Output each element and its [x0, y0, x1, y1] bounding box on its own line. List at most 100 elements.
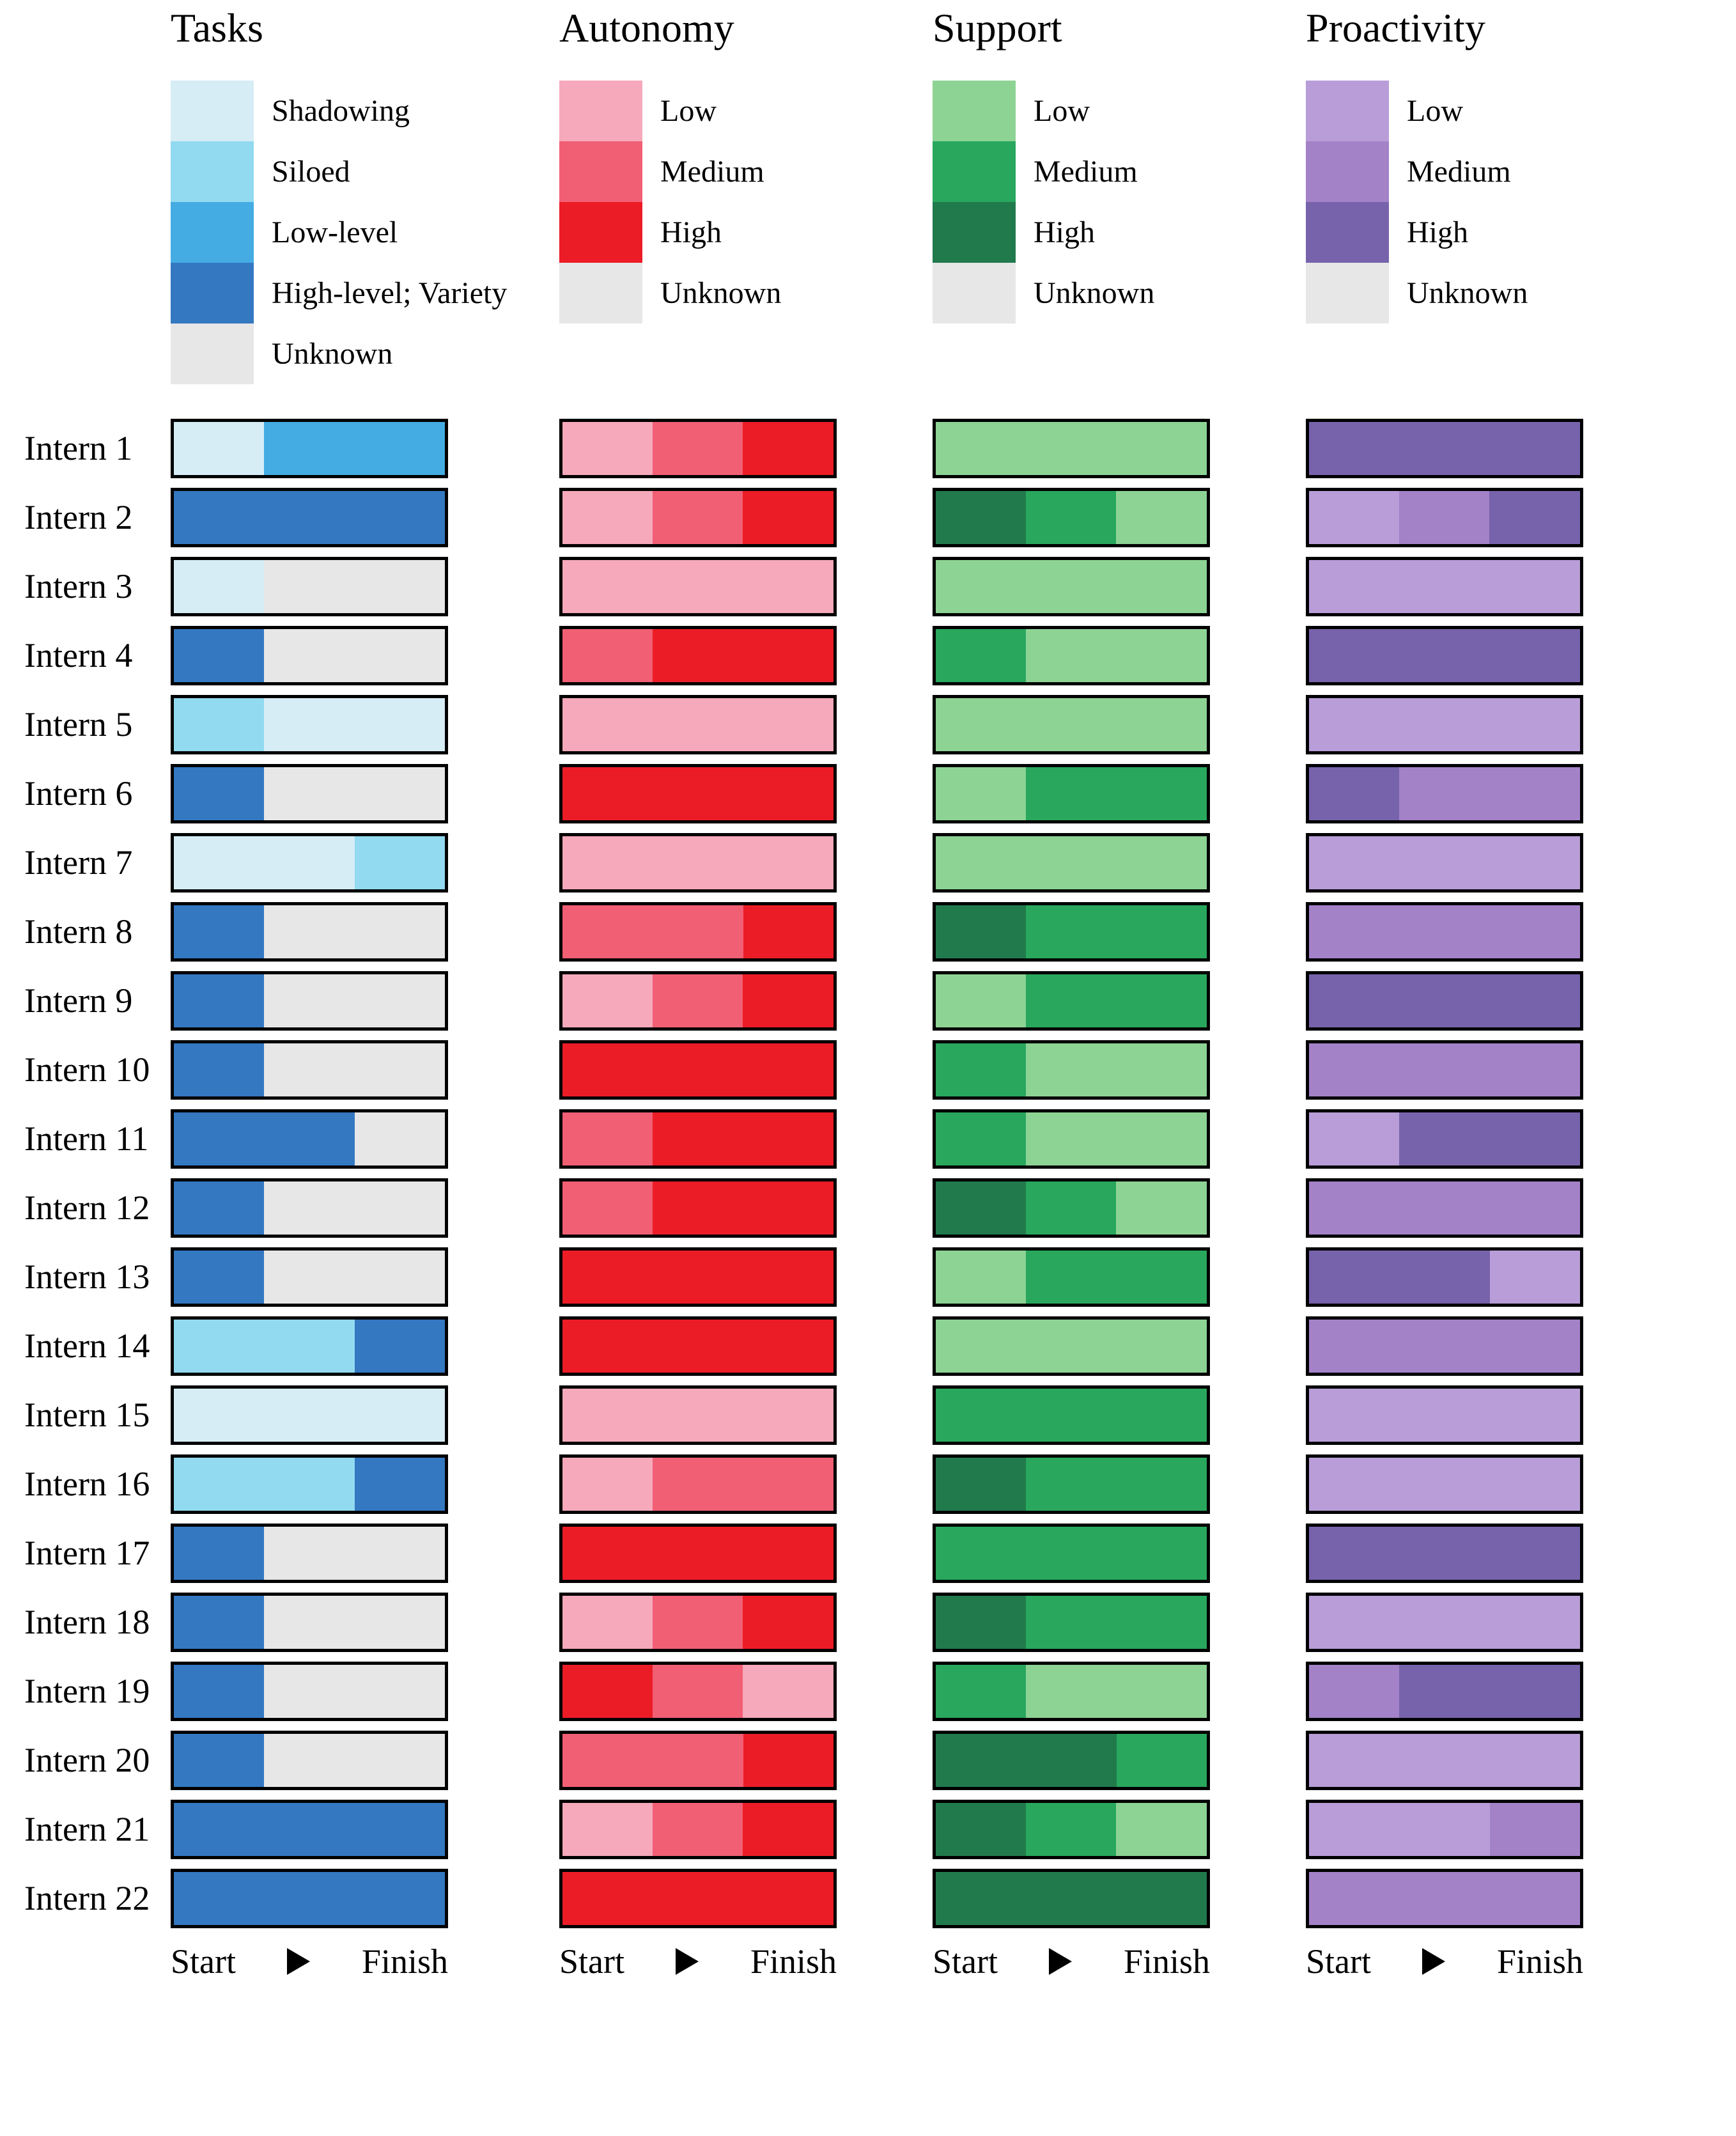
stacked-bar	[1306, 1524, 1583, 1583]
stacked-bar	[559, 1869, 837, 1928]
bar-segment	[264, 629, 445, 682]
legend-label: Siloed	[272, 155, 350, 189]
bar-segment	[174, 1181, 265, 1235]
stacked-bar	[1306, 1178, 1583, 1238]
bar-segment	[264, 422, 445, 475]
bar-segment	[562, 905, 743, 958]
intern-label: Intern 7	[24, 843, 133, 882]
axis-finish-label: Finish	[1496, 1942, 1583, 1981]
stacked-bar	[559, 695, 837, 754]
intern-row: Intern 6	[0, 764, 1736, 823]
bar-segment	[1309, 491, 1400, 544]
bar-segment	[653, 629, 833, 682]
axis-start-label: Start	[171, 1942, 236, 1981]
intern-label: Intern 12	[24, 1189, 150, 1227]
legend-swatch	[559, 81, 642, 141]
stacked-bar	[1306, 1869, 1583, 1928]
intern-label: Intern 21	[24, 1810, 150, 1848]
bar-segment	[562, 767, 833, 820]
axis-finish-label: Finish	[361, 1942, 448, 1981]
legend-item: Medium	[559, 141, 837, 202]
bar-segment	[936, 1458, 1027, 1511]
panel-title-proactivity: Proactivity	[1306, 5, 1485, 51]
intern-row: Intern 12	[0, 1178, 1736, 1238]
axis-finish-label: Finish	[1123, 1942, 1210, 1981]
stacked-bar	[933, 1109, 1210, 1169]
bar-segment	[1116, 491, 1207, 544]
bar-segment	[1116, 1734, 1207, 1787]
bar-segment	[1309, 974, 1580, 1027]
intern-label: Intern 1	[24, 429, 133, 467]
bar-segment	[562, 836, 833, 889]
legend-swatch	[933, 202, 1016, 263]
legend-item: High	[559, 202, 837, 263]
stacked-bar	[1306, 557, 1583, 616]
legend-label: High	[1034, 215, 1095, 249]
panel-support-header: Support Low Medium High Unknown	[933, 4, 1210, 324]
intern-row: Intern 18	[0, 1593, 1736, 1652]
stacked-bar	[1306, 1731, 1583, 1790]
intern-label: Intern 13	[24, 1258, 150, 1296]
stacked-bar	[933, 488, 1210, 547]
legend-swatch	[171, 324, 254, 384]
bar-segment	[174, 767, 265, 820]
stacked-bar	[171, 902, 448, 962]
bar-segment	[936, 905, 1027, 958]
bar-segment	[1309, 1458, 1580, 1511]
legend-swatch	[933, 81, 1016, 141]
stacked-bar	[1306, 1109, 1583, 1169]
intern-label: Intern 8	[24, 912, 133, 951]
legend-item: Unknown	[1306, 263, 1583, 324]
legend-swatch	[933, 141, 1016, 202]
stacked-bar	[933, 1454, 1210, 1514]
bar-segment	[562, 1320, 833, 1373]
bar-segment	[936, 1665, 1027, 1718]
legend-label: Low	[1407, 94, 1463, 128]
bar-segment	[1309, 1665, 1400, 1718]
bar-segment	[1309, 1389, 1580, 1442]
intern-row: Intern 15	[0, 1385, 1736, 1445]
bar-segment	[174, 836, 355, 889]
stacked-bar	[559, 902, 837, 962]
stacked-bar	[171, 833, 448, 893]
legend-label: Medium	[1034, 155, 1138, 189]
bar-segment	[743, 491, 833, 544]
bar-segment	[562, 1251, 833, 1304]
bar-segment	[936, 1043, 1027, 1096]
stacked-bar	[1306, 695, 1583, 754]
legend-label: High	[1407, 215, 1468, 249]
bar-segment	[264, 974, 445, 1027]
stacked-bar	[1306, 626, 1583, 685]
bar-segment	[354, 1112, 445, 1165]
intern-label: Intern 19	[24, 1672, 150, 1710]
stacked-bar	[933, 1869, 1210, 1928]
bar-segment	[1309, 422, 1580, 475]
legend-swatch	[1306, 263, 1389, 324]
legend-label: High	[660, 215, 722, 249]
legend-tasks: Shadowing Siloed Low-level High-level; Vari…	[171, 81, 507, 384]
legend-label: Low-level	[272, 215, 398, 249]
stacked-bar	[933, 1385, 1210, 1445]
bar-segment	[1026, 491, 1117, 544]
intern-label: Intern 9	[24, 981, 133, 1020]
bar-segment	[1399, 767, 1580, 820]
stacked-bar	[933, 1731, 1210, 1790]
stacked-bar	[933, 557, 1210, 616]
bar-segment	[1116, 1181, 1207, 1235]
bar-segment	[1309, 1596, 1580, 1649]
legend-swatch	[933, 263, 1016, 324]
bar-segment	[264, 1043, 445, 1096]
intern-label: Intern 2	[24, 498, 133, 536]
stacked-bar	[559, 1247, 837, 1307]
bar-segment	[936, 1112, 1027, 1165]
legend-label: High-level; Variety	[272, 276, 508, 310]
bar-segment	[264, 767, 445, 820]
stacked-bar	[171, 764, 448, 823]
legend-label: Unknown	[660, 276, 782, 310]
legend-support: Low Medium High Unknown	[933, 81, 1210, 324]
bar-segment	[562, 1181, 653, 1235]
bar-segment	[936, 698, 1207, 751]
legend-item: Low	[933, 81, 1210, 141]
legend-label: Unknown	[1407, 276, 1528, 310]
bar-segment	[562, 1112, 653, 1165]
